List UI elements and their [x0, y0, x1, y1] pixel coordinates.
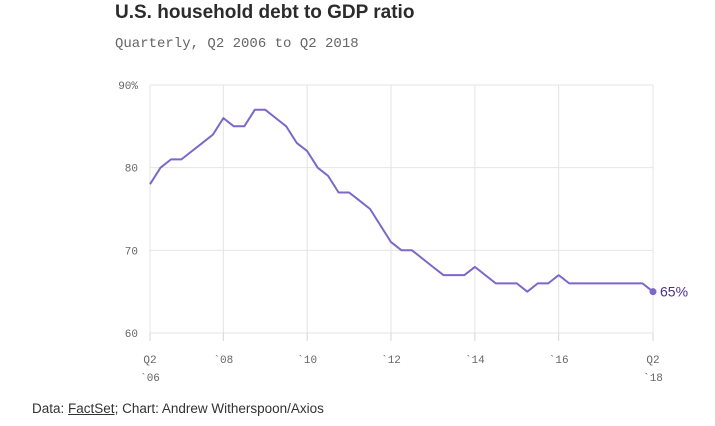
axis-layer: 60 70 80 90% Q2 `06 `08 `10 `12 `14 `16 Q2 `18	[118, 81, 663, 385]
source-prefix: Data:	[32, 401, 69, 416]
x-tick-label: `10	[297, 354, 317, 367]
y-tick-label: 60	[125, 329, 138, 341]
x-tick-label: `16	[549, 354, 569, 367]
source-suffix: ; Chart: Andrew Witherspoon/Axios	[114, 401, 324, 416]
source-note: Data: FactSet; Chart: Andrew Witherspoon…	[32, 401, 324, 416]
x-tick-label-line2: `18	[643, 372, 663, 385]
series-layer: 65%	[149, 108, 688, 300]
x-tick-label: Q2	[646, 355, 659, 367]
x-tick-label-line2: `06	[140, 372, 160, 385]
factset-link[interactable]: FactSet	[68, 401, 115, 416]
grid-layer	[149, 84, 654, 334]
x-tick-label: Q2	[143, 355, 156, 367]
y-tick-label: 80	[125, 164, 138, 176]
chart-title: U.S. household debt to GDP ratio	[115, 2, 415, 23]
x-tick-label: `08	[213, 354, 233, 367]
x-tick-label: `12	[381, 354, 401, 367]
y-tick-label: 90%	[118, 81, 138, 93]
series-line	[149, 108, 654, 293]
line-chart: 60 70 80 90% Q2 `06 `08 `10 `12 `14 `16 Q2 `18 65%	[118, 81, 688, 385]
y-tick-label: 70	[125, 246, 138, 258]
end-point-marker	[649, 288, 657, 296]
end-value-label: 65%	[660, 284, 688, 300]
x-tick-label: `14	[465, 354, 485, 367]
chart-subtitle: Quarterly, Q2 2006 to Q2 2018	[115, 36, 359, 52]
